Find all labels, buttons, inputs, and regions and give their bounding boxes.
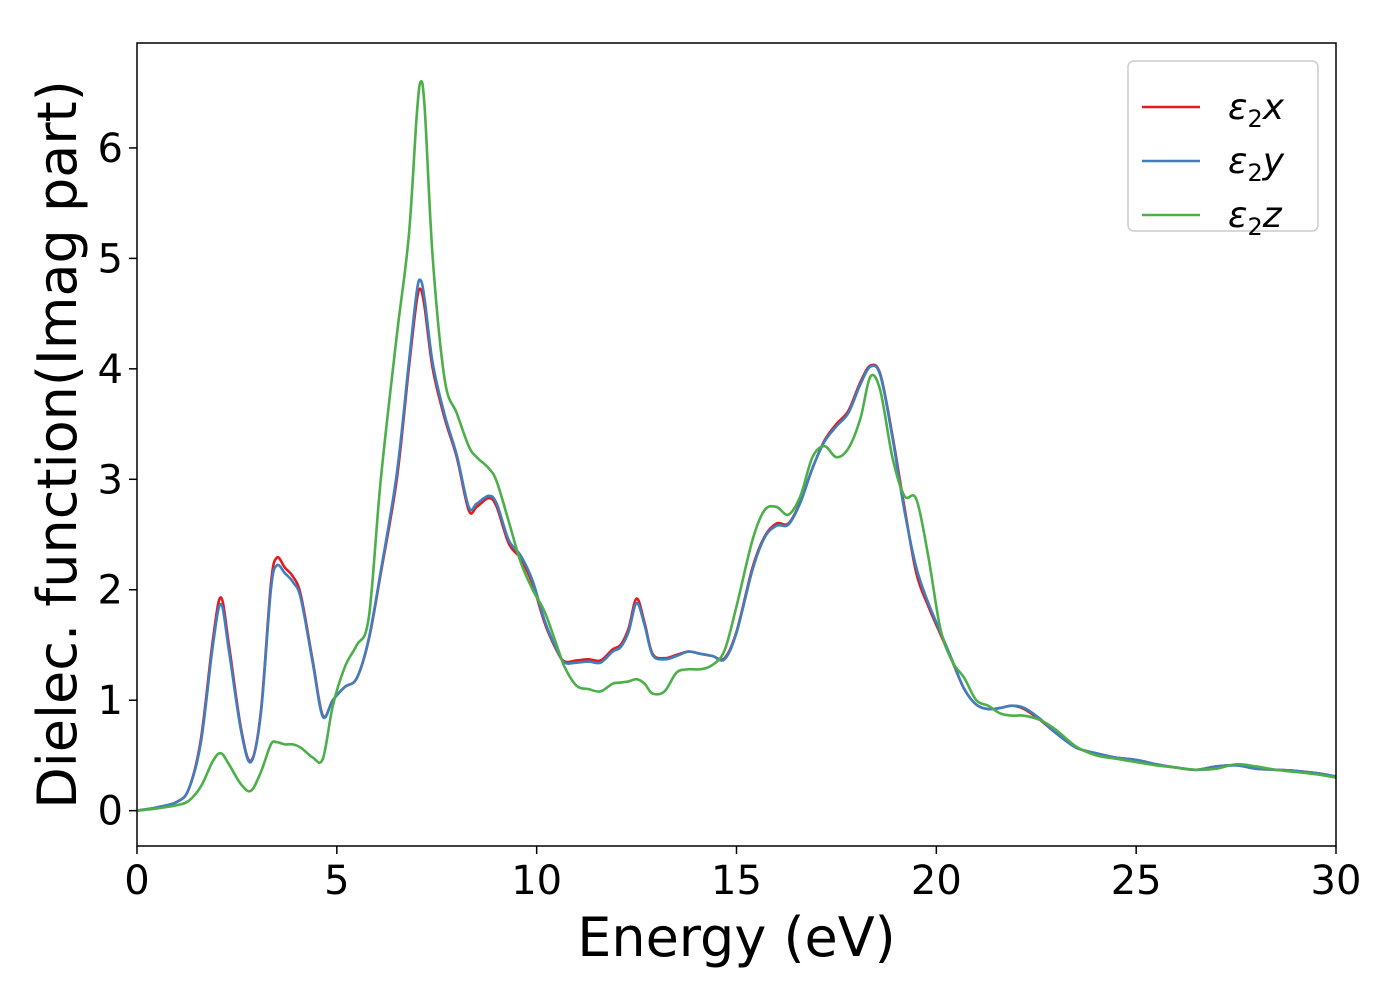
legend: ε2x ε2y ε2z [1127,60,1319,241]
y-tick-label: 4 [98,347,123,393]
legend-box [1127,60,1319,232]
y-tick-label: 1 [98,678,123,724]
x-tick-label: 15 [711,858,762,904]
legend-label-y: ε2y [1228,141,1285,187]
x-tick-label: 5 [324,858,349,904]
series-lines [137,80,1336,812]
x-tick-label: 10 [511,858,562,904]
y-tick-label: 2 [98,568,123,614]
x-axis: 0 5 10 15 20 25 30 [124,846,1361,904]
x-tick-label: 0 [124,858,149,904]
x-tick-label: 25 [1111,858,1162,904]
y-tick-label: 0 [98,789,123,835]
x-tick-label: 30 [1311,858,1362,904]
series-line-z [137,80,1336,812]
x-tick-label: 20 [911,858,962,904]
series-line-x [137,287,1336,812]
x-axis-label: Energy (eV) [577,906,896,969]
legend-label-z: ε2z [1228,195,1283,241]
y-axis: 0 1 2 3 4 5 6 [98,126,137,835]
y-tick-label: 3 [98,457,123,503]
y-tick-label: 5 [98,236,123,282]
y-tick-label: 6 [98,126,123,172]
series-line-y [137,278,1336,812]
legend-label-x: ε2x [1228,87,1285,133]
y-axis-label: Dielec. function(Imag part) [26,80,89,809]
